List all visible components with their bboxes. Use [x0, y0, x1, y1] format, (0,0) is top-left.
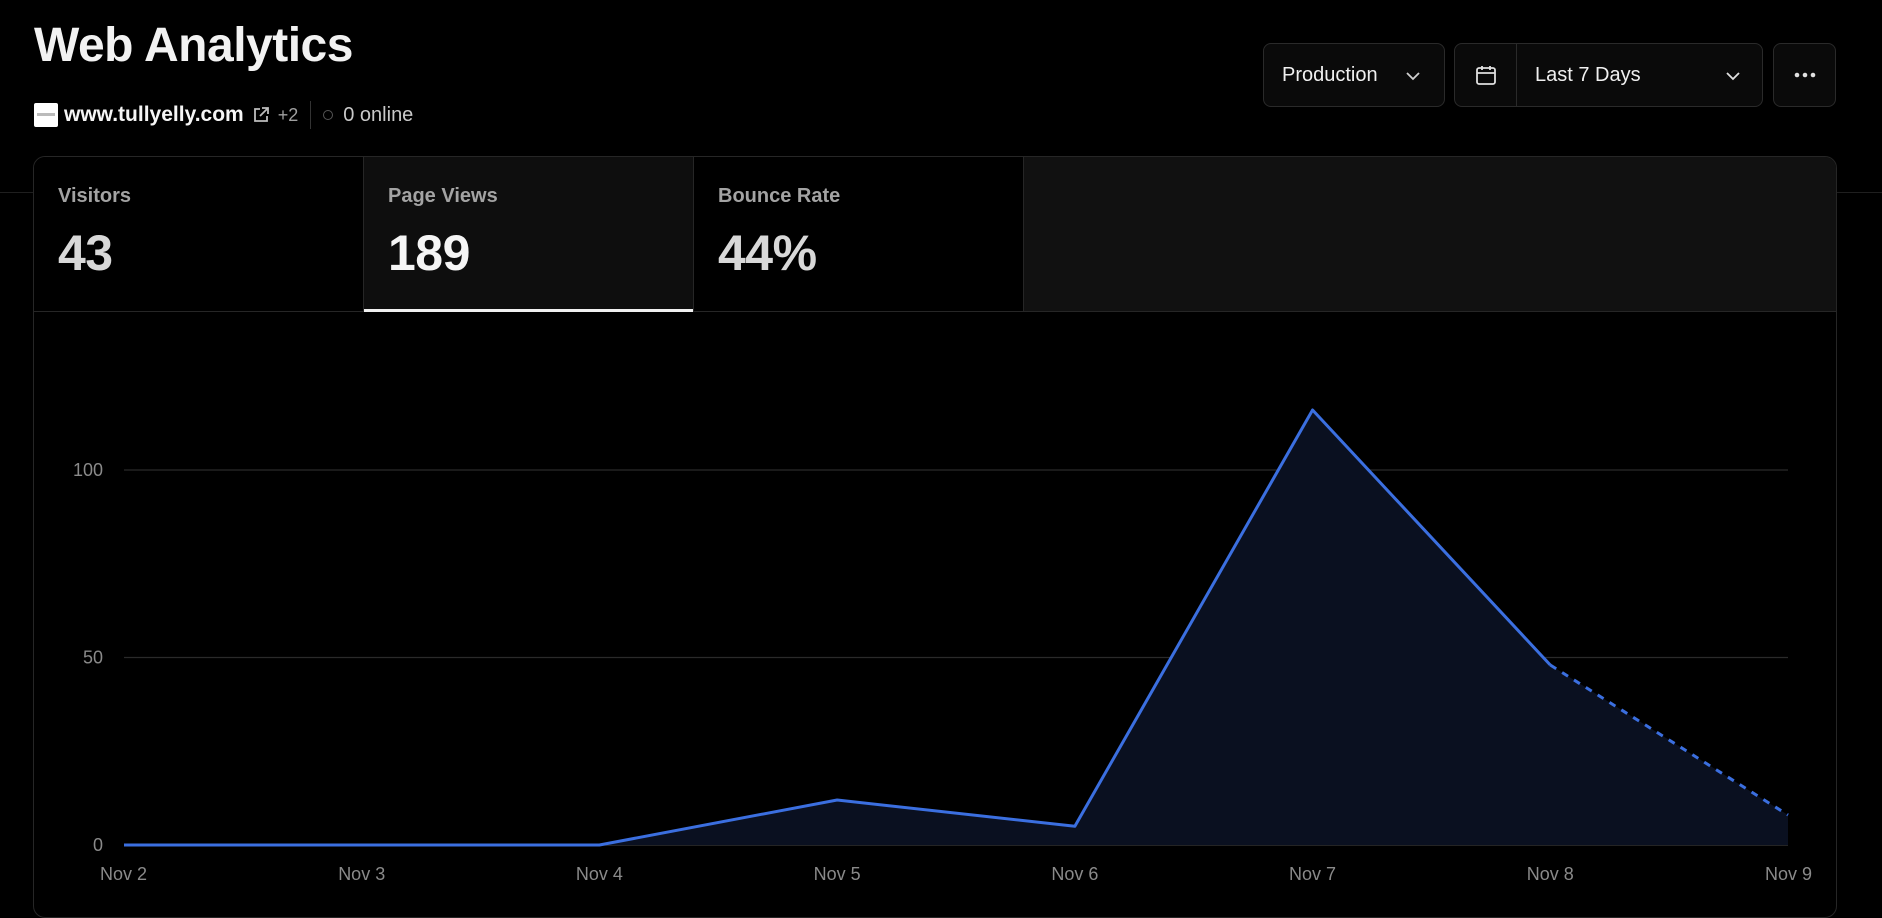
extra-domains-badge[interactable]: +2: [277, 104, 299, 125]
metric-tabs: Visitors 43 Page Views 189 Bounce Rate 4…: [34, 157, 1836, 312]
tab-label: Page Views: [388, 185, 498, 207]
x-tick-label: Nov 8: [1527, 864, 1574, 884]
online-count: 0 online: [343, 103, 414, 126]
more-options-button[interactable]: [1773, 43, 1836, 107]
page-title: Web Analytics: [34, 19, 353, 72]
x-tick-label: Nov 3: [338, 864, 385, 884]
site-info-row: www.tullyelly.com +2 0 online: [34, 100, 413, 130]
date-range-select[interactable]: Last 7 Days: [1454, 43, 1763, 107]
date-range-label: Last 7 Days: [1535, 63, 1641, 86]
x-tick-label: Nov 7: [1289, 864, 1336, 884]
tab-page-views[interactable]: Page Views 189: [364, 157, 694, 312]
domain-link[interactable]: www.tullyelly.com: [64, 103, 244, 126]
environment-select[interactable]: Production: [1263, 43, 1445, 107]
y-tick-label: 100: [73, 460, 103, 480]
favicon-icon: [34, 103, 58, 127]
external-link-icon[interactable]: [252, 106, 270, 124]
x-tick-label: Nov 2: [100, 864, 147, 884]
x-tick-label: Nov 9: [1765, 864, 1812, 884]
tab-value: 189: [388, 225, 470, 281]
area-fill: [124, 410, 1788, 845]
chevron-down-icon: [1726, 72, 1740, 81]
x-tick-label: Nov 6: [1051, 864, 1098, 884]
chevron-down-icon: [1406, 72, 1420, 81]
x-tick-label: Nov 4: [576, 864, 623, 884]
x-tick-label: Nov 5: [814, 864, 861, 884]
environment-label: Production: [1282, 63, 1378, 86]
tab-visitors[interactable]: Visitors 43: [34, 157, 364, 311]
tab-value: 43: [58, 225, 113, 281]
series-line: [124, 408, 1552, 847]
projected-line: [1549, 663, 1789, 817]
tab-bounce-rate[interactable]: Bounce Rate 44%: [694, 157, 1024, 311]
tab-value: 44%: [718, 225, 817, 281]
tab-label: Bounce Rate: [718, 185, 841, 207]
status-dot-icon: [323, 110, 334, 120]
y-tick-label: 0: [93, 835, 103, 855]
tab-label: Visitors: [58, 185, 131, 207]
calendar-icon: [1475, 66, 1496, 85]
analytics-card: Visitors 43 Page Views 189 Bounce Rate 4…: [33, 156, 1837, 918]
y-tick-label: 50: [83, 648, 103, 668]
calendar-button[interactable]: [1455, 44, 1517, 106]
more-icon: [1794, 72, 1815, 78]
tabs-empty-area: [1024, 157, 1836, 311]
divider: [310, 101, 312, 129]
